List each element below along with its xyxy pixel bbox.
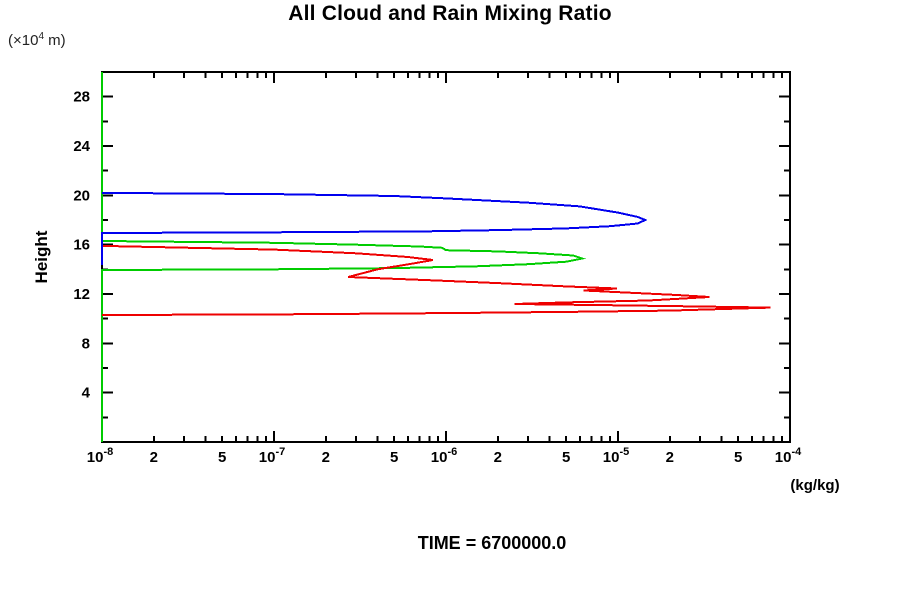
axes-box — [101, 71, 791, 443]
x-tick-label-sub: 2 — [666, 449, 674, 466]
series-red-mixing-ratio-profile — [101, 244, 771, 316]
y-unit-suffix: m) — [44, 32, 66, 49]
x-tick-label-sub: 2 — [494, 449, 502, 466]
x-tick-label-decade: 10-7 — [259, 446, 285, 466]
series-blue-mixing-ratio-profile — [101, 191, 648, 265]
x-tick-label-sub: 2 — [322, 449, 330, 466]
y-tick-label: 16 — [73, 237, 90, 254]
y-tick-label: 28 — [73, 89, 90, 106]
y-axis-unit-label: (×104 m) — [8, 31, 66, 49]
x-tick-label-decade: 10-8 — [87, 446, 113, 466]
y-unit-prefix: (×10 — [8, 32, 39, 49]
x-tick-label-sub: 2 — [150, 449, 158, 466]
x-tick-label-decade: 10-6 — [431, 446, 457, 466]
x-tick-label-sub: 5 — [562, 449, 570, 466]
time-annotation: TIME = 6700000.0 — [417, 533, 567, 553]
y-tick-label: 20 — [73, 187, 90, 204]
series-green-mixing-ratio-profile — [101, 72, 587, 442]
x-tick-label-sub: 5 — [734, 449, 742, 466]
x-tick-label-decade: 10-4 — [775, 446, 802, 466]
x-axis-unit-label: (kg/kg) — [790, 477, 840, 494]
x-tick-label-decade: 10-5 — [603, 446, 629, 466]
y-tick-label: 4 — [82, 385, 91, 402]
x-tick-label-sub: 5 — [218, 449, 226, 466]
y-tick-label: 8 — [82, 335, 90, 352]
chart-title: All Cloud and Rain Mixing Ratio — [288, 2, 612, 25]
x-tick-label-sub: 5 — [390, 449, 398, 466]
y-tick-label: 24 — [73, 138, 90, 155]
y-tick-label: 12 — [73, 286, 90, 303]
y-unit-exponent: 4 — [38, 31, 45, 42]
